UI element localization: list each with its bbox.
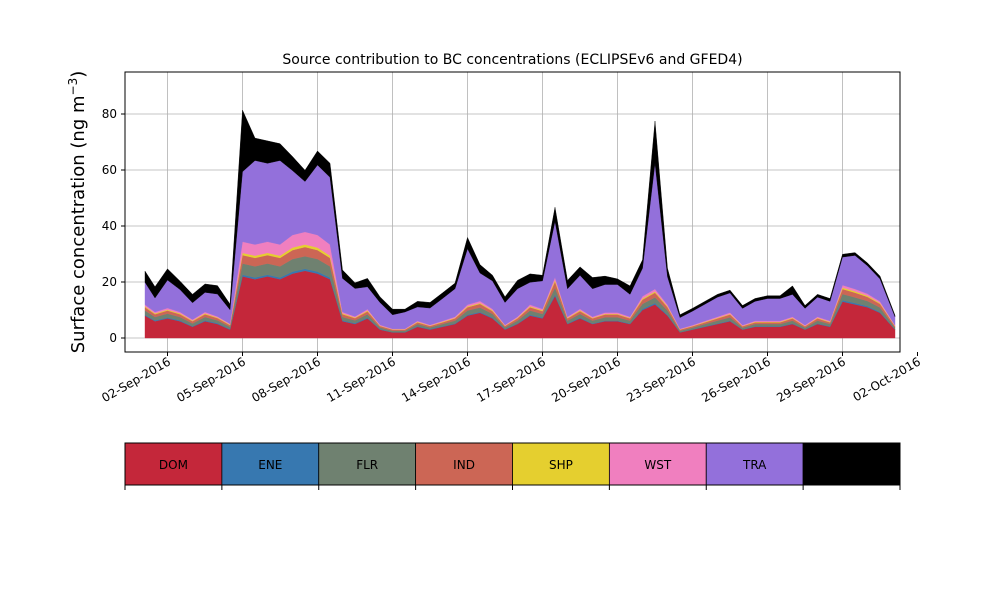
legend-label: SHP: [549, 458, 573, 472]
y-axis-ticks: 0 20 40 60 80: [102, 107, 125, 345]
legend-label: WST: [644, 458, 671, 472]
legend-swatch-tra: [705, 442, 804, 486]
y-axis-label: Surface concentration (ng m−3): [66, 71, 89, 354]
x-tick-label: 05-Sep-2016: [174, 354, 248, 405]
x-tick-label: 17-Sep-2016: [474, 354, 548, 405]
y-tick-label: 20: [102, 275, 117, 289]
x-tick-label: 11-Sep-2016: [324, 354, 398, 405]
x-tick-label: 02-Oct-2016: [851, 354, 923, 404]
legend-swatch-shp: [512, 442, 610, 486]
y-tick-label: 60: [102, 163, 117, 177]
legend-frame: [124, 442, 901, 486]
stacked-areas: [144, 109, 896, 339]
legend-label: DOM: [159, 458, 188, 472]
chart-title: Source contribution to BC concentrations…: [282, 52, 742, 68]
y-tick-label: 0: [109, 331, 117, 345]
area-bb: [144, 109, 896, 318]
x-tick-label: 08-Sep-2016: [249, 354, 323, 405]
legend-swatch-bb: [802, 442, 901, 486]
x-tick-label: 20-Sep-2016: [549, 354, 623, 405]
y-tick-label: 80: [102, 107, 117, 121]
x-tick-label: 26-Sep-2016: [699, 354, 773, 405]
legend-swatch-ind: [415, 442, 513, 486]
plot-frame: [124, 71, 901, 353]
legend-label: FLR: [356, 458, 378, 472]
legend-swatch-flr: [318, 442, 417, 486]
x-tick-label: 29-Sep-2016: [774, 354, 848, 405]
legend-label: IND: [453, 458, 475, 472]
legend-label: ENE: [258, 458, 282, 472]
x-axis-ticks: 02-Sep-2016 05-Sep-2016 08-Sep-2016 11-Sep-…: [99, 352, 923, 405]
legend-colorbar: DOM ENE FLR IND SHP WST TRA BB: [124, 442, 901, 490]
y-tick-label: 40: [102, 219, 117, 233]
x-tick-label: 02-Sep-2016: [99, 354, 173, 405]
legend-label: BB: [843, 458, 859, 472]
x-tick-label: 14-Sep-2016: [399, 354, 473, 405]
legend-label: TRA: [742, 458, 767, 472]
x-tick-label: 23-Sep-2016: [624, 354, 698, 405]
legend-swatch-wst: [608, 442, 707, 486]
